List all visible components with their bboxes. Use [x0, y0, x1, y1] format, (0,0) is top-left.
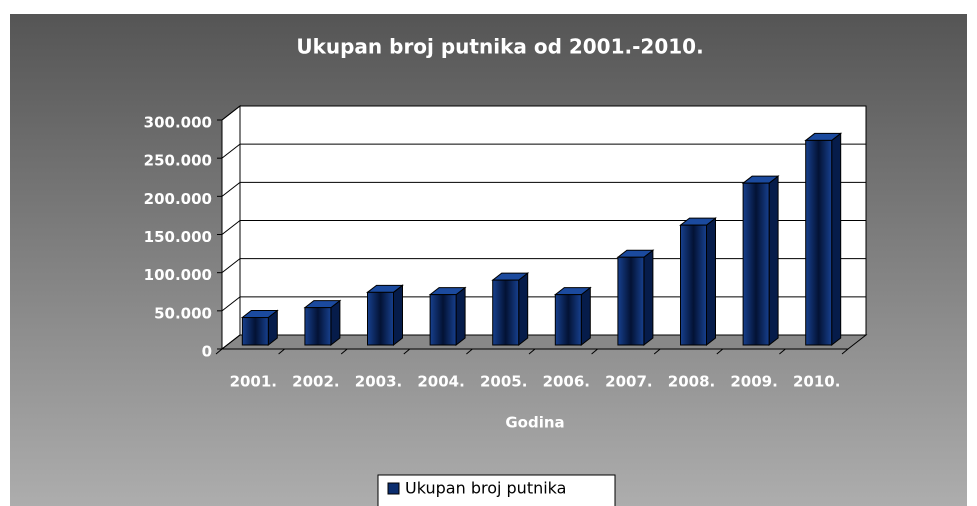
bar: [304, 307, 332, 346]
bar: [742, 182, 770, 346]
x-tick-label: 2004.: [417, 373, 464, 391]
x-tick: [591, 348, 598, 355]
y-tick-label: 100.000: [144, 266, 212, 284]
chart-title: Ukupan broj putnika od 2001.-2010.: [296, 35, 703, 59]
bar: [492, 279, 520, 346]
y-tick-label: 200.000: [144, 190, 212, 208]
bar: [367, 291, 394, 346]
grid-line-side: [221, 105, 241, 121]
x-tick-label: 2006.: [543, 373, 590, 391]
y-tick-label: 150.000: [144, 228, 212, 246]
legend-label: Ukupan broj putnika: [405, 479, 566, 498]
y-tick-label: 50.000: [154, 304, 212, 322]
x-tick-label: 2008.: [668, 373, 715, 391]
legend-box: [377, 474, 616, 506]
bar-side: [518, 272, 529, 347]
bar-side: [455, 286, 466, 347]
grid-line-side: [221, 143, 241, 159]
y-tick-label: 250.000: [144, 152, 212, 170]
bar: [554, 294, 582, 346]
x-tick: [403, 348, 411, 355]
legend: Ukupan broj putnika: [377, 474, 616, 506]
x-tick-label: 2010.: [793, 373, 840, 391]
x-tick: [215, 348, 223, 355]
bar-side: [580, 286, 591, 347]
x-tick-label: 2003.: [355, 373, 402, 391]
bar: [617, 256, 645, 346]
bar: [805, 139, 833, 346]
x-tick: [653, 348, 661, 355]
legend-swatch: [387, 482, 400, 495]
x-tick: [340, 348, 348, 355]
bar: [241, 317, 269, 346]
bar: [429, 294, 457, 346]
bar-side: [643, 249, 654, 347]
x-tick: [528, 348, 536, 355]
x-tick: [466, 348, 473, 355]
grid-line-side: [221, 220, 241, 235]
x-tick-label: 2002.: [292, 373, 339, 391]
grid-line-side: [221, 181, 241, 197]
x-tick: [779, 348, 786, 355]
x-tick-label: 2009.: [730, 373, 777, 391]
grid-line-side: [221, 334, 241, 350]
x-tick: [716, 348, 724, 355]
y-tick-label: 0: [202, 343, 212, 361]
x-tick: [841, 348, 849, 355]
x-axis-title: Godina: [505, 414, 564, 432]
bar-side: [330, 299, 341, 347]
bar: [680, 224, 707, 346]
bar-side: [831, 132, 842, 347]
y-tick-label: 300.000: [144, 114, 212, 132]
bar-side: [706, 217, 716, 347]
x-tick: [278, 348, 285, 355]
x-tick-label: 2001.: [230, 373, 277, 391]
bar-side: [768, 175, 779, 347]
bar-side: [393, 284, 403, 347]
x-tick-label: 2007.: [605, 373, 652, 391]
grid-line-side: [221, 258, 241, 274]
grid-line-side: [221, 296, 241, 312]
x-tick-label: 2005.: [480, 373, 527, 391]
